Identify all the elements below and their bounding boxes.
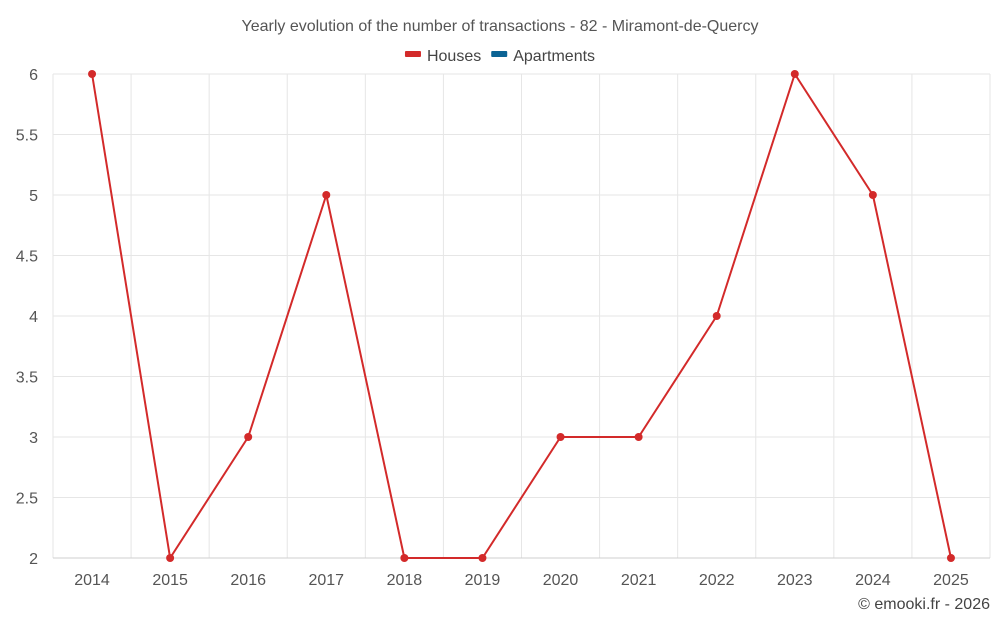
data-point-2024[interactable] xyxy=(868,191,877,199)
legend: Houses Apartments xyxy=(404,48,595,65)
legend-item-houses[interactable]: Houses xyxy=(404,48,481,65)
data-point-2016[interactable] xyxy=(244,433,253,441)
y-axis-ticks: 2 2.5 3 3.5 4 4.5 5 5.5 6 xyxy=(16,67,38,568)
legend-swatch xyxy=(491,51,508,57)
data-point-2023[interactable] xyxy=(790,70,799,78)
gridlines xyxy=(52,73,991,559)
y-tick-label: 4.5 xyxy=(16,249,38,266)
y-tick-label: 4 xyxy=(29,309,38,326)
x-tick-label: 2018 xyxy=(387,572,423,589)
legend-swatch xyxy=(404,51,421,57)
x-tick-label: 2020 xyxy=(543,572,579,589)
legend-item-apartments[interactable]: Apartments xyxy=(491,48,595,65)
data-point-2017[interactable] xyxy=(322,191,331,199)
data-point-2025[interactable] xyxy=(946,554,955,562)
data-point-2018[interactable] xyxy=(400,554,409,562)
x-tick-label: 2024 xyxy=(855,572,891,589)
x-tick-label: 2015 xyxy=(152,572,188,589)
data-point-2020[interactable] xyxy=(556,433,565,441)
x-tick-label: 2017 xyxy=(308,572,344,589)
x-tick-label: 2019 xyxy=(465,572,501,589)
credit-text: © emooki.fr - 2026 xyxy=(858,596,990,613)
x-tick-label: 2014 xyxy=(74,572,110,589)
x-tick-label: 2022 xyxy=(699,572,735,589)
series-line-houses xyxy=(91,73,952,559)
y-tick-label: 2 xyxy=(29,551,38,568)
data-point-2021[interactable] xyxy=(634,433,643,441)
y-tick-label: 5 xyxy=(29,188,38,205)
y-tick-label: 6 xyxy=(29,67,38,84)
data-point-2015[interactable] xyxy=(166,554,175,562)
chart-title: Yearly evolution of the number of transa… xyxy=(242,18,759,35)
data-point-2019[interactable] xyxy=(478,554,487,562)
data-point-2014[interactable] xyxy=(88,70,97,78)
x-axis-ticks: 2014 2015 2016 2017 2018 2019 2020 2021 2022 2023… xyxy=(74,572,969,589)
series-layer xyxy=(88,70,955,562)
y-tick-label: 5.5 xyxy=(16,128,38,145)
x-tick-label: 2016 xyxy=(230,572,266,589)
y-tick-label: 3.5 xyxy=(16,370,38,387)
x-tick-label: 2021 xyxy=(621,572,657,589)
legend-label: Apartments xyxy=(513,48,595,65)
y-tick-label: 2.5 xyxy=(16,491,38,508)
legend-label: Houses xyxy=(427,48,481,65)
y-tick-label: 3 xyxy=(29,430,38,447)
x-tick-label: 2025 xyxy=(933,572,969,589)
data-point-2022[interactable] xyxy=(712,312,721,320)
x-tick-label: 2023 xyxy=(777,572,813,589)
